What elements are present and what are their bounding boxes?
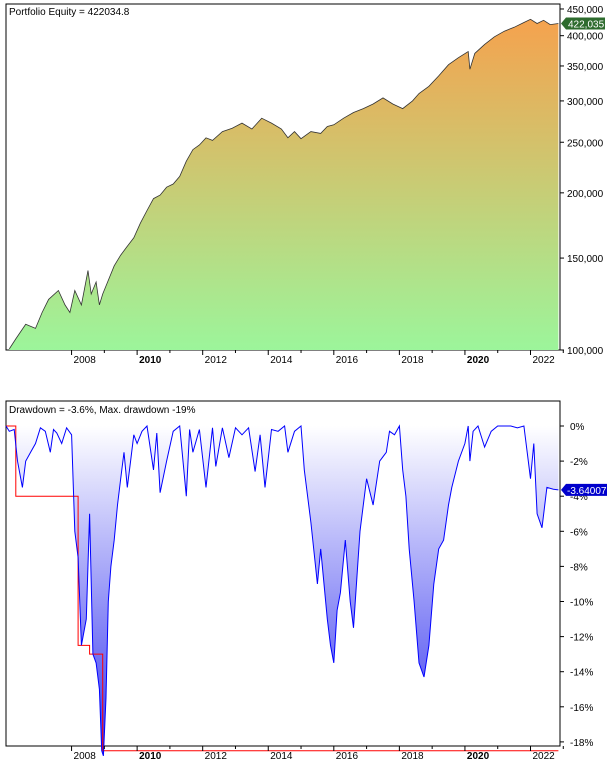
drawdown-line <box>5 424 559 757</box>
drawdown-ytick-label: -4% <box>570 492 588 503</box>
drawdown-ytick-label: -16% <box>570 703 593 714</box>
equity-xtick-label: 2022 <box>532 355 555 366</box>
equity-ytick-label: 150,000 <box>567 254 604 265</box>
equity-ytick-label: 200,000 <box>567 189 604 200</box>
equity-xtick-label: 2010 <box>139 355 162 366</box>
equity-last-value-label: 422,035 <box>568 20 605 31</box>
drawdown-xtick-label: 2016 <box>336 751 359 762</box>
equity-ytick-label: 400,000 <box>567 32 604 43</box>
equity-ytick-label: 250,000 <box>567 138 604 149</box>
drawdown-last-value-label: -3.64007 <box>567 486 607 497</box>
drawdown-area <box>6 426 559 756</box>
equity-ytick-label: 450,000 <box>567 5 604 16</box>
drawdown-xtick-label: 2022 <box>532 751 555 762</box>
equity-xtick-label: 2008 <box>74 355 97 366</box>
drawdown-ytick-label: -18% <box>570 738 593 749</box>
equity-ytick-label: 300,000 <box>567 97 604 108</box>
drawdown-ytick-label: -10% <box>570 598 593 609</box>
equity-line <box>8 18 559 350</box>
drawdown-xtick-label: 2020 <box>467 751 490 762</box>
drawdown-title: Drawdown = -3.6%, Max. drawdown -19% <box>9 405 196 416</box>
equity-xtick-label: 2020 <box>467 355 490 366</box>
drawdown-xtick-label: 2008 <box>74 751 97 762</box>
drawdown-xtick-label: 2010 <box>139 751 162 762</box>
drawdown-ytick-label: -8% <box>570 562 588 573</box>
equity-xtick-label: 2016 <box>336 355 359 366</box>
equity-chart: 2008 2010 2012 2014 2016 2018 2020 2022 100,000… <box>5 3 605 366</box>
drawdown-xtick-label: 2018 <box>401 751 424 762</box>
drawdown-ytick-label: 0% <box>570 422 585 433</box>
drawdown-chart: 2008 2010 2012 2014 2016 2018 2020 2022 0% -2% -4… <box>5 400 607 762</box>
drawdown-ytick-label: -14% <box>570 668 593 679</box>
equity-area <box>9 19 559 351</box>
drawdown-xtick-label: 2012 <box>205 751 228 762</box>
drawdown-last-value-badge: -3.64007 <box>561 483 607 497</box>
equity-last-value-badge: 422,035 <box>561 17 605 31</box>
drawdown-xtick-label: 2014 <box>270 751 293 762</box>
equity-title: Portfolio Equity = 422034.8 <box>9 7 130 18</box>
equity-xtick-label: 2012 <box>205 355 228 366</box>
drawdown-ytick-label: -6% <box>570 527 588 538</box>
drawdown-ytick-label: -12% <box>570 633 593 644</box>
equity-xtick-label: 2014 <box>270 355 293 366</box>
drawdown-ytick-label: -2% <box>570 457 588 468</box>
equity-xtick-label: 2018 <box>401 355 424 366</box>
max-drawdown-line <box>6 425 559 752</box>
equity-ytick-label: 350,000 <box>567 62 604 73</box>
equity-ytick-label: 100,000 <box>567 346 604 357</box>
